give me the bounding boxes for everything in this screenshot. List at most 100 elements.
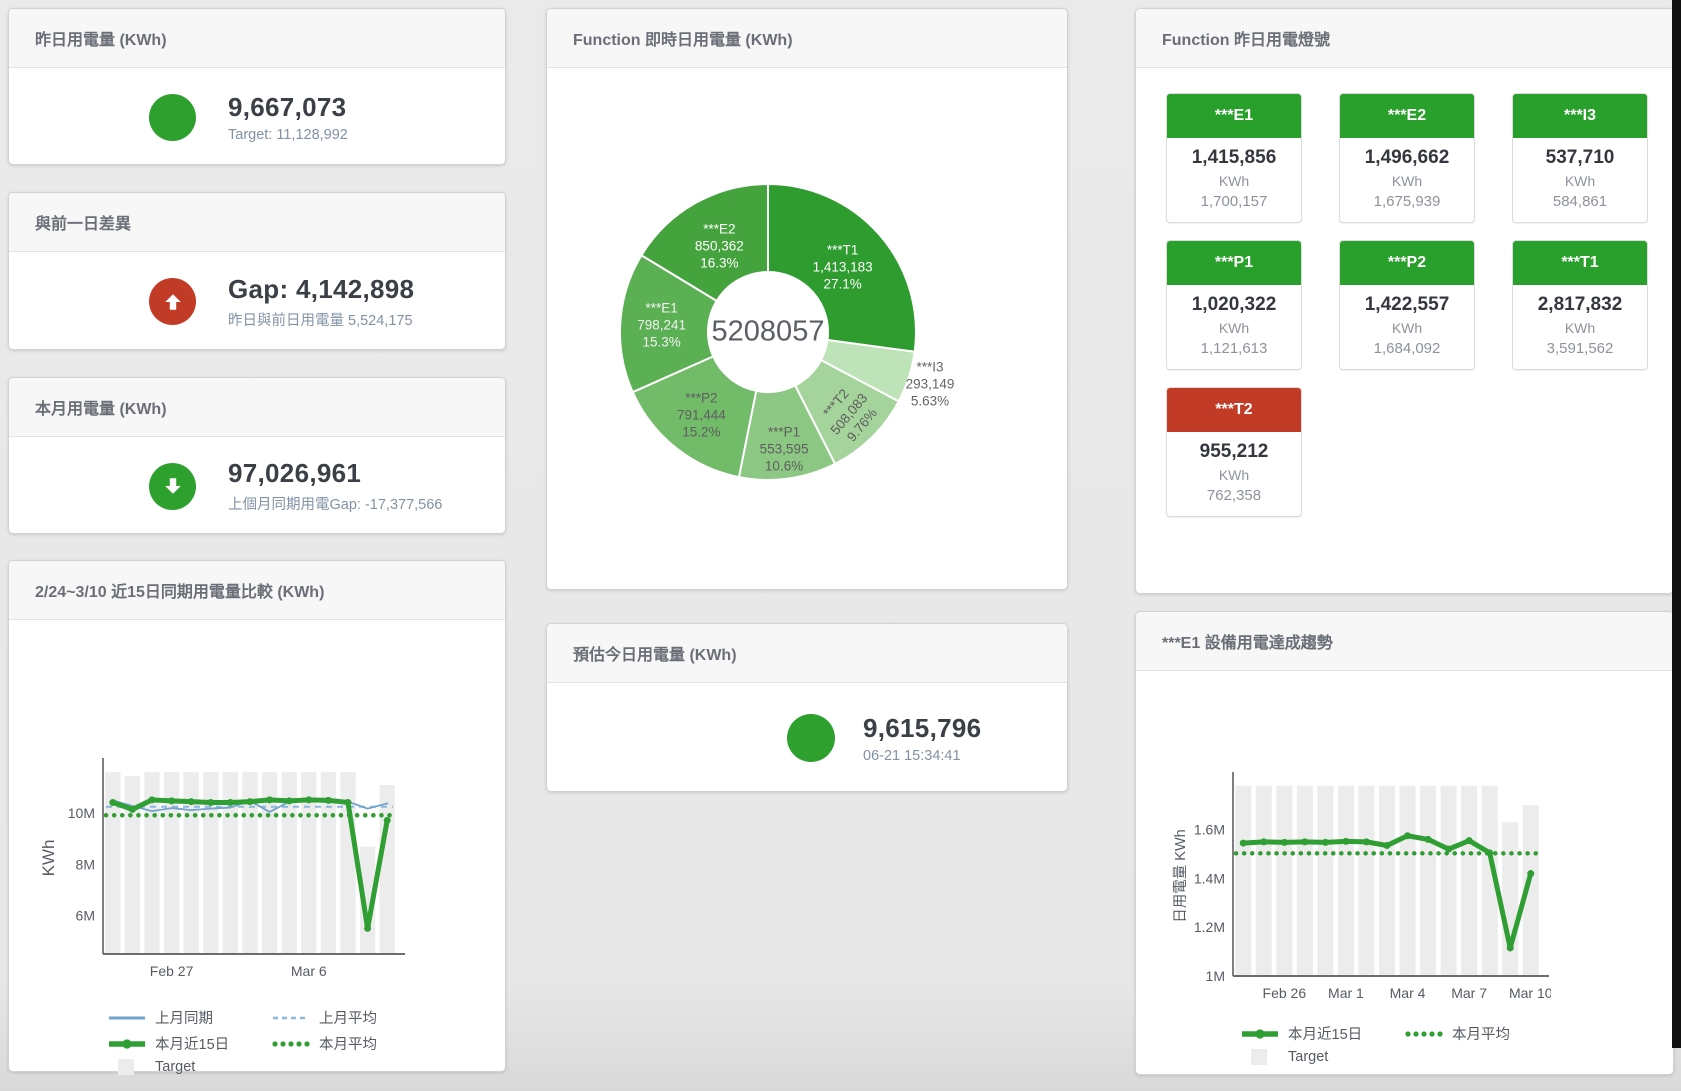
tile-header: ***E2 (1340, 94, 1474, 138)
tile-target: 1,121,613 (1200, 340, 1268, 357)
legend-item-本月平均[interactable]: 本月平均 (272, 1033, 410, 1054)
donut-slice-T1[interactable] (767, 182, 917, 353)
svg-text:Mar 1: Mar 1 (1328, 985, 1364, 1001)
stat-timestamp: 06-21 15:34:41 (863, 747, 961, 764)
tile-unit: KWh (1391, 320, 1423, 336)
scrollbar-strip[interactable] (1672, 0, 1681, 1048)
arrow-down-circle-icon (149, 462, 196, 510)
stat-value: 97,026,961 (228, 458, 362, 488)
legend-item-Target[interactable]: Target (1241, 1049, 1379, 1065)
donut-label-T1: ***T1 1,413,183 27.1% (812, 242, 873, 292)
tile-body: 537,710 KWh 584,861 (1513, 138, 1647, 222)
donut-label-E1: ***E1 798,241 15.3% (637, 300, 687, 350)
card-title: 昨日用電量 (KWh) (35, 32, 167, 49)
arrow-down-icon (164, 478, 181, 494)
legend-label: Target (1288, 1049, 1329, 1065)
legend-label: 上月平均 (319, 1011, 377, 1027)
legend-item-本月平均[interactable]: 本月平均 (1405, 1023, 1543, 1044)
tile-target: 3,591,562 (1546, 340, 1614, 357)
tile-body: 1,496,662 KWh 1,675,939 (1340, 138, 1474, 222)
svg-text:Mar 6: Mar 6 (291, 963, 327, 979)
legend-item-Target[interactable]: Target (108, 1059, 246, 1075)
svg-text:1.2M: 1.2M (1194, 919, 1225, 935)
card-title: Function 昨日用電燈號 (1162, 32, 1330, 49)
legend-item-上月同期[interactable]: 上月同期 (108, 1007, 246, 1028)
tile-value: 1,496,662 (1364, 147, 1450, 168)
device-tile-P1[interactable]: ***P1 1,020,322 KWh 1,121,613 (1166, 240, 1302, 370)
card-body: 6M 8M 10M KWh Feb 27 Mar 6 上月同期 上月平均 本月近15日 本月平均… (9, 750, 505, 1075)
chart-legend: 上月同期 上月平均本月近15日 本月平均 Target (108, 1007, 505, 1075)
tile-target: 1,700,157 (1200, 193, 1268, 210)
tile-body: 1,422,557 KWh 1,684,092 (1340, 285, 1474, 369)
legend-item-本月近15日[interactable]: 本月近15日 (108, 1033, 246, 1054)
donut-label-I3: ***I3 293,149 5.63% (905, 359, 955, 409)
card-title: ***E1 設備用電達成趨勢 (1162, 635, 1333, 652)
card-15day-comparison-chart: 2/24~3/10 近15日同期用電量比較 (KWh) 6M 8M 10M KWh Fe… (8, 560, 506, 1075)
legend-swatch-dots-icon (1405, 1030, 1443, 1037)
tile-body: 1,415,856 KWh 1,700,157 (1167, 138, 1301, 222)
device-tile-T1[interactable]: ***T1 2,817,832 KWh 3,591,562 (1512, 240, 1648, 370)
legend-label: Target (155, 1059, 196, 1075)
tile-unit: KWh (1218, 320, 1250, 336)
comparison-line-chart: 6M 8M 10M KWh Feb 27 Mar 6 (39, 750, 505, 997)
donut-slice-E2[interactable] (640, 182, 769, 303)
card-header: 昨日用電量 (KWh) (9, 9, 505, 68)
card-header: 2/24~3/10 近15日同期用電量比較 (KWh) (9, 561, 505, 620)
status-circle-icon (149, 93, 196, 141)
legend-label: 本月近15日 (155, 1037, 230, 1053)
card-e1-trend-chart: ***E1 設備用電達成趨勢 1M 1.2M 1.4M 1.6M 日用電量 KWh Feb… (1135, 611, 1674, 1075)
status-circle-icon (787, 714, 835, 762)
svg-text:1M: 1M (1206, 968, 1225, 984)
arrow-up-circle-icon (149, 278, 196, 325)
device-tile-E2[interactable]: ***E2 1,496,662 KWh 1,675,939 (1339, 93, 1475, 223)
card-body: 97,026,961 上個月同期用電Gap: -17,377,566 (9, 437, 505, 535)
legend-swatch-thick-icon (1242, 1028, 1278, 1039)
card-title: 與前一日差異 (35, 216, 132, 233)
stat-subtitle: 上個月同期用電Gap: -17,377,566 (228, 497, 443, 513)
card-body: 1M 1.2M 1.4M 1.6M 日用電量 KWh Feb 26 Mar 1 Mar 4 Ma… (1136, 766, 1673, 1065)
stat-subtitle: 昨日與前日用電量 5,524,175 (228, 312, 413, 329)
donut-center-total: 5208057 (711, 315, 825, 348)
tile-value: 1,020,322 (1191, 294, 1277, 315)
donut-slice-E1[interactable] (619, 253, 719, 394)
stat-subtitle: Target: 11,128,992 (228, 126, 348, 143)
donut-label-P2: ***P2 791,444 15.2% (676, 390, 726, 440)
legend-label: 本月近15日 (1288, 1027, 1363, 1043)
device-tile-E1[interactable]: ***E1 1,415,856 KWh 1,700,157 (1166, 93, 1302, 223)
legend-swatch-dots-icon (272, 1040, 310, 1047)
donut-slice-P2[interactable] (631, 355, 758, 479)
svg-text:日用電量 KWh: 日用電量 KWh (1173, 829, 1189, 922)
svg-text:1.6M: 1.6M (1194, 822, 1225, 838)
e1-trend-line-chart: 1M 1.2M 1.4M 1.6M 日用電量 KWh Feb 26 Mar 1 Mar 4 Ma… (1171, 766, 1673, 1013)
donut-label-E2: ***E2 850,362 16.3% (694, 221, 744, 271)
donut-chart: ***T1 1,413,183 27.1% ***I3 293,149 5.63% ***T… (557, 82, 1057, 572)
svg-text:Mar 4: Mar 4 (1390, 985, 1426, 1001)
arrow-up-icon (164, 293, 181, 310)
device-tile-P2[interactable]: ***P2 1,422,557 KWh 1,684,092 (1339, 240, 1475, 370)
tile-value: 1,422,557 (1364, 294, 1450, 315)
tile-unit: KWh (1564, 320, 1596, 336)
target-bars (1235, 785, 1539, 976)
tile-header: ***E1 (1167, 94, 1301, 138)
legend-item-上月平均[interactable]: 上月平均 (272, 1007, 410, 1028)
legend-swatch-dash-icon (273, 1016, 309, 1019)
device-tile-T2[interactable]: ***T2 955,212 KWh 762,358 (1166, 387, 1302, 517)
legend-swatch-square-icon (118, 1059, 134, 1075)
tile-value: 537,710 (1545, 147, 1615, 168)
legend-swatch-line-icon (109, 1016, 145, 1019)
card-header: Function 昨日用電燈號 (1136, 9, 1673, 68)
card-body: ***T1 1,413,183 27.1% ***I3 293,149 5.63% ***T… (547, 82, 1067, 572)
card-body: 9,615,796 06-21 15:34:41 (547, 683, 1067, 793)
svg-text:1.4M: 1.4M (1194, 870, 1225, 886)
card-header: 本月用電量 (KWh) (9, 378, 505, 437)
legend-item-本月近15日[interactable]: 本月近15日 (1241, 1023, 1379, 1044)
legend-label: 本月平均 (319, 1037, 377, 1053)
device-tile-grid: ***E1 1,415,856 KWh 1,700,157 ***E2 1,496,662… (1136, 68, 1673, 517)
svg-text:6M: 6M (76, 908, 95, 924)
donut-label-P1: ***P1 553,595 10.6% (759, 424, 809, 474)
tile-unit: KWh (1391, 173, 1423, 189)
svg-text:8M: 8M (76, 856, 95, 872)
card-title: 2/24~3/10 近15日同期用電量比較 (KWh) (35, 584, 325, 601)
device-tile-I3[interactable]: ***I3 537,710 KWh 584,861 (1512, 93, 1648, 223)
